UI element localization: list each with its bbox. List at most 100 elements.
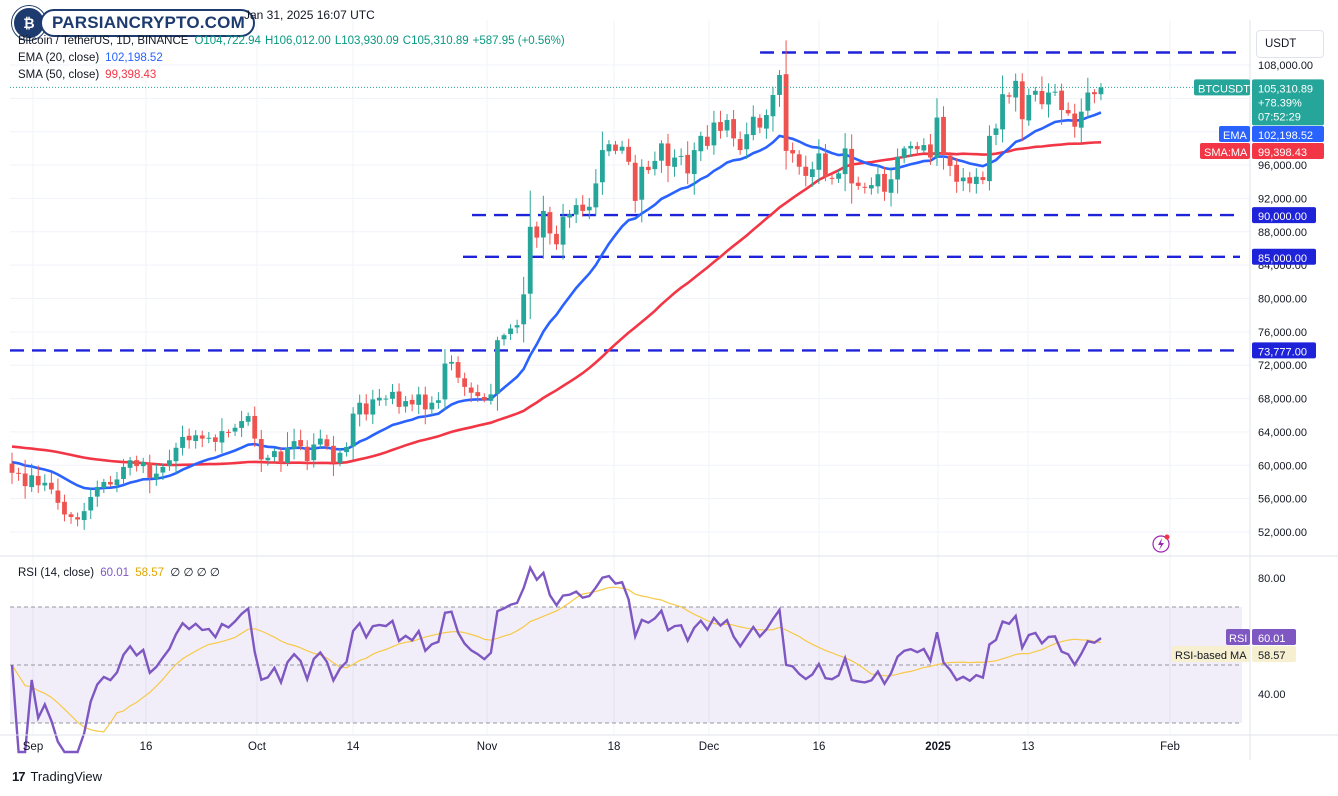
- grid-lines: [10, 20, 1250, 735]
- candle-body: [48, 482, 54, 490]
- candle-body: [180, 436, 185, 448]
- ohlc-close: C105,310.89: [402, 35, 469, 47]
- alert-icon-dot: [1164, 534, 1170, 540]
- candle-body: [1098, 87, 1104, 95]
- ema-path: [11, 111, 1102, 491]
- candle-body: [744, 134, 750, 150]
- symbol-name: Bitcoin / TetherUS, 1D, BINANCE: [18, 35, 189, 47]
- candle-body: [750, 116, 756, 136]
- level-tag-box: [1252, 207, 1316, 224]
- candle-body: [967, 177, 973, 184]
- sma-legend[interactable]: SMA (50, close) 99,398.43: [18, 69, 162, 81]
- candle-body: [1019, 81, 1025, 120]
- ema-legend[interactable]: EMA (20, close) 102,198.52: [18, 52, 169, 64]
- candle-body: [1092, 92, 1097, 95]
- candle-body: [383, 398, 389, 400]
- candle-body: [153, 473, 159, 479]
- candle-body: [672, 157, 677, 167]
- candle-body: [580, 204, 586, 211]
- level-tag-box: [1252, 342, 1316, 359]
- brand-logo: ₿ PARSIANCRYPTO.COM: [12, 6, 255, 40]
- time-tick-label: 18: [608, 741, 621, 753]
- candle-body: [1013, 80, 1019, 98]
- candle-body: [855, 182, 861, 186]
- ema-name-tag-box: [1219, 126, 1250, 142]
- level-tag: 90,000.00: [1252, 207, 1316, 224]
- price-tag-symbol: BTCUSDT: [1198, 83, 1250, 95]
- level-tag: 73,777.00: [1252, 342, 1316, 359]
- price-tags: BTCUSDT 105,310.89 +78.39% 07:52:29 EMA 102,1…: [10, 79, 1324, 662]
- candle-body: [1026, 95, 1032, 121]
- candle-body: [81, 511, 87, 521]
- candle-body: [685, 154, 691, 174]
- brand-logo-text: PARSIANCRYPTO.COM: [40, 9, 255, 37]
- sma-legend-label: SMA (50, close): [18, 69, 100, 81]
- candle-body: [488, 394, 494, 401]
- candle-body: [757, 117, 763, 128]
- candle-body: [75, 517, 80, 520]
- sma-value-tag-box: [1252, 143, 1324, 159]
- candle-body: [94, 486, 100, 497]
- ema-tag-value: 102,198.52: [1258, 130, 1313, 142]
- ohlc-open: O104,722.94: [194, 35, 261, 47]
- header-date: Jan 31, 2025 16:07 UTC: [244, 8, 375, 22]
- candle-body: [127, 460, 133, 468]
- tradingview-footer[interactable]: 17 TradingView: [12, 769, 102, 784]
- rsi-tick-label: 40.00: [1258, 689, 1286, 701]
- rsi-tick-label: 80.00: [1258, 573, 1286, 585]
- level-tag-90000: 90,000.00: [1258, 211, 1307, 223]
- tradingview-text: TradingView: [30, 769, 103, 784]
- rsi-ma-value-tag-box: [1252, 646, 1296, 662]
- price-tick-label: 96,000.00: [1258, 160, 1307, 172]
- candle-body: [311, 444, 317, 461]
- candle-body: [22, 473, 28, 487]
- candle-body: [278, 451, 284, 463]
- candle-body: [101, 481, 107, 489]
- candle-body: [928, 144, 933, 158]
- symbol-tag-box: [1194, 79, 1250, 96]
- candle-body: [160, 466, 166, 473]
- candle-body: [134, 460, 140, 467]
- candle-body: [540, 210, 546, 238]
- candle-body: [291, 441, 297, 449]
- currency-button[interactable]: USDT: [1256, 30, 1324, 58]
- candle-body: [698, 135, 704, 152]
- candle-body: [272, 451, 277, 458]
- candle-body: [934, 117, 940, 158]
- candle-body: [888, 179, 894, 193]
- candle-body: [691, 150, 697, 174]
- sma-tag-value: 99,398.43: [1258, 147, 1307, 159]
- candle-body: [1000, 94, 1005, 130]
- candle-body: [882, 173, 887, 192]
- sma-value-tag: 99,398.43: [1252, 143, 1324, 159]
- candle-body: [678, 155, 684, 157]
- price-tick-label: 76,000.00: [1258, 327, 1307, 339]
- rsi-legend[interactable]: RSI (14, close) 60.01 58.57 ∅ ∅ ∅ ∅: [18, 565, 220, 579]
- candle-body: [711, 122, 717, 146]
- candle-body: [173, 447, 179, 462]
- candle-body: [862, 186, 868, 188]
- candle-body: [370, 399, 376, 415]
- candle-body: [908, 145, 914, 149]
- sma-legend-value: 99,398.43: [105, 69, 157, 81]
- symbol-legend[interactable]: Bitcoin / TetherUS, 1D, BINANCE O104,722.…: [18, 35, 571, 47]
- rsi-ma-name-tag-box: [1171, 646, 1250, 662]
- candle-body: [514, 325, 520, 328]
- candle-body: [88, 496, 94, 511]
- ohlc-low: L103,930.09: [334, 35, 399, 47]
- candle-body: [914, 146, 920, 150]
- candle-body: [265, 457, 271, 461]
- candle-body: [1065, 109, 1071, 114]
- price-tick-label: 92,000.00: [1258, 193, 1307, 205]
- candle-body: [842, 148, 848, 175]
- price-tick-label: 108,000.00: [1258, 60, 1313, 72]
- candle-body: [606, 144, 612, 152]
- candle-body: [573, 205, 579, 215]
- candle-body: [475, 392, 481, 397]
- alert-icon-bolt: [1158, 538, 1164, 550]
- candle-body: [121, 466, 126, 480]
- candle-body: [868, 185, 874, 189]
- rsi-legend-value: 60.01: [100, 567, 130, 579]
- rsi-ma-tag-name: RSI-based MA: [1175, 650, 1247, 662]
